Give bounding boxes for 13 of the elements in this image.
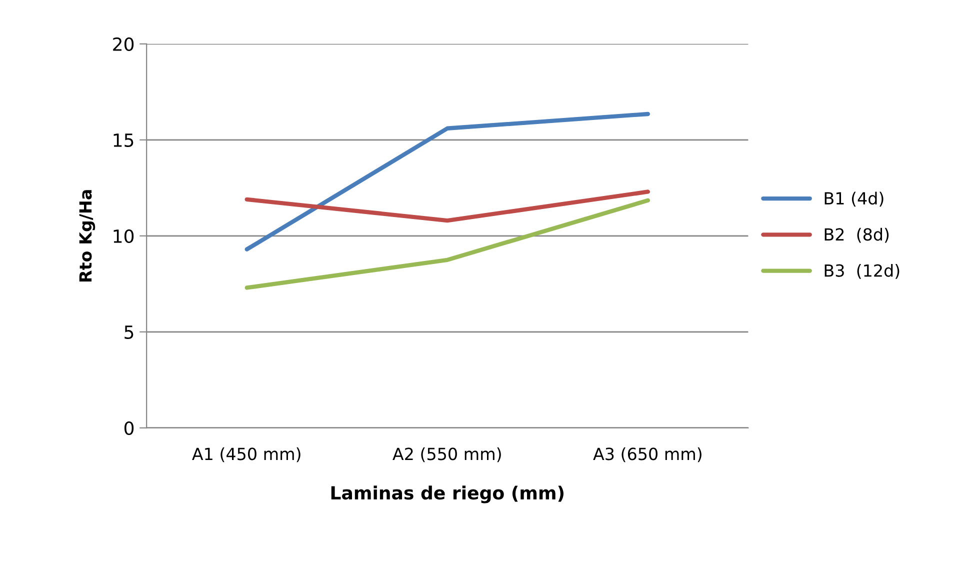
x-tick-label: A2 (550 mm) (392, 447, 501, 462)
legend-label: B2 (8d) (824, 228, 889, 243)
y-tick-label: 10 (114, 229, 134, 244)
x-axis-title: Laminas de riego (mm) (331, 486, 564, 504)
legend-label: B3 (12d) (824, 264, 900, 279)
y-tick-label: 5 (124, 326, 134, 340)
legend-label: B1 (4d) (824, 192, 884, 207)
y-axis-title: Rto Kg/Ha (79, 190, 96, 282)
y-tick-label: 20 (113, 37, 134, 52)
y-tick-label: 15 (114, 134, 134, 148)
x-tick-label: A3 (650 mm) (593, 447, 702, 462)
x-tick-label: A1 (450 mm) (192, 447, 300, 462)
y-tick-label: 0 (124, 421, 134, 435)
